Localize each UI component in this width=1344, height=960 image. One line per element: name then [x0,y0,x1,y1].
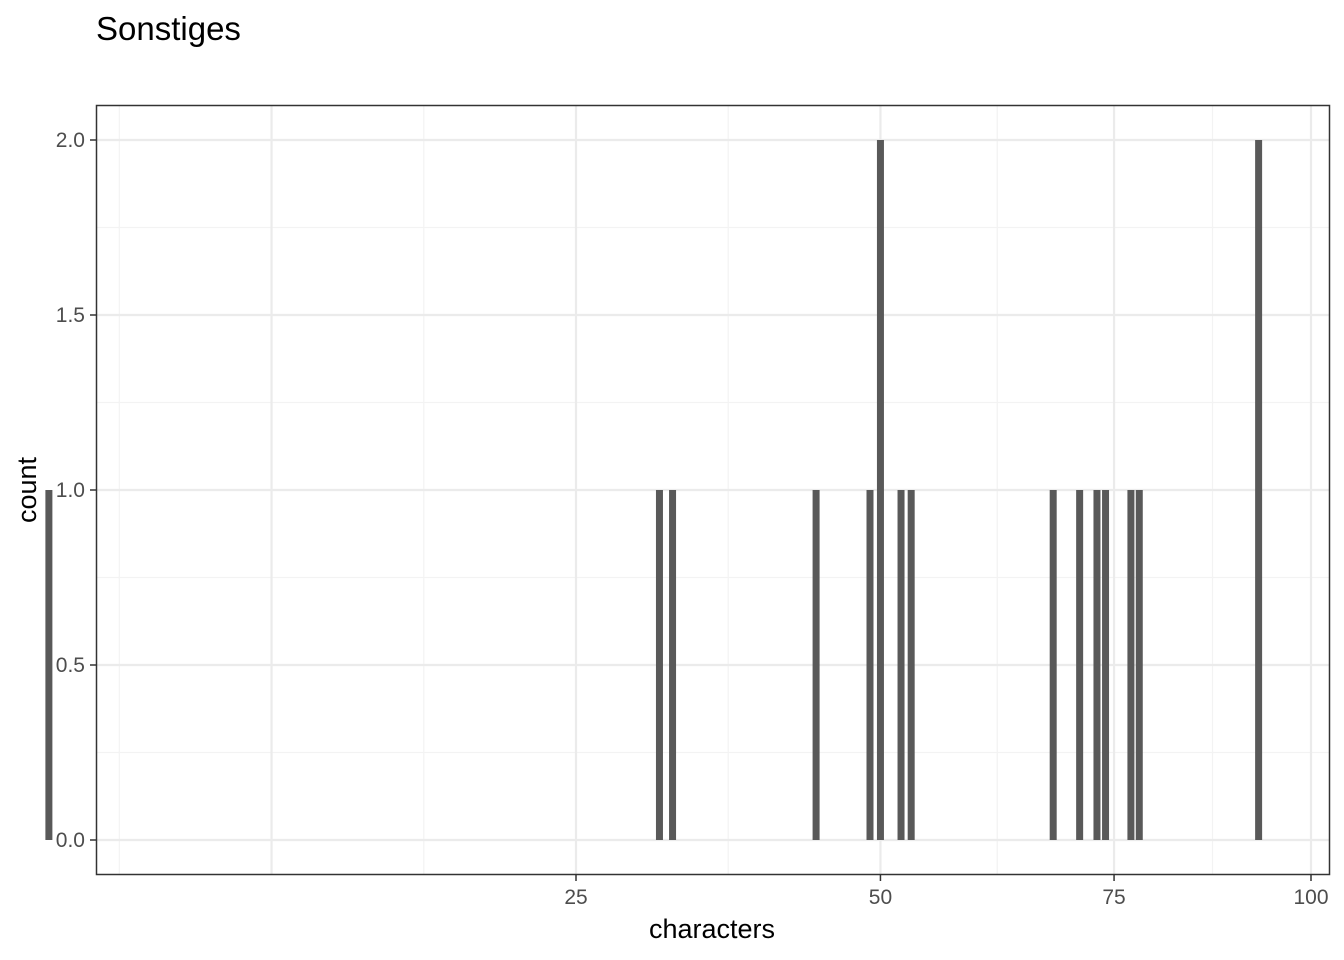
x-tick-label: 100 [1293,886,1328,909]
y-axis: 0.0 0.5 1.0 1.5 2.0 [56,129,97,852]
histogram-bar [1127,490,1135,840]
y-tick-label: 0.0 [56,829,85,852]
histogram-bar [876,140,884,840]
histogram-bar [1135,490,1143,840]
histogram-bar [907,490,915,840]
bars [45,140,1263,840]
histogram-bar [655,490,663,840]
y-axis-title: count [12,456,42,523]
y-tick-label: 2.0 [56,129,85,152]
y-tick-label: 0.5 [56,654,85,677]
x-tick-label: 50 [869,886,892,909]
y-tick-label: 1.5 [56,304,85,327]
histogram-bar [1093,490,1101,840]
histogram-bar [1049,490,1057,840]
histogram-bar [812,490,820,840]
histogram-bar [45,490,53,840]
histogram-bar [897,490,905,840]
histogram-bar [1102,490,1110,840]
x-axis-title: characters [649,914,775,944]
histogram-bar [1076,490,1084,840]
chart-title: Sonstiges [96,10,241,47]
x-axis: 25 50 75 100 [564,874,1329,909]
x-tick-label: 25 [564,886,587,909]
y-tick-label: 1.0 [56,479,85,502]
histogram-bar [669,490,677,840]
grid [97,105,1329,874]
histogram-bar [1255,140,1263,840]
x-tick-label: 75 [1102,886,1125,909]
histogram-bar [866,490,874,840]
